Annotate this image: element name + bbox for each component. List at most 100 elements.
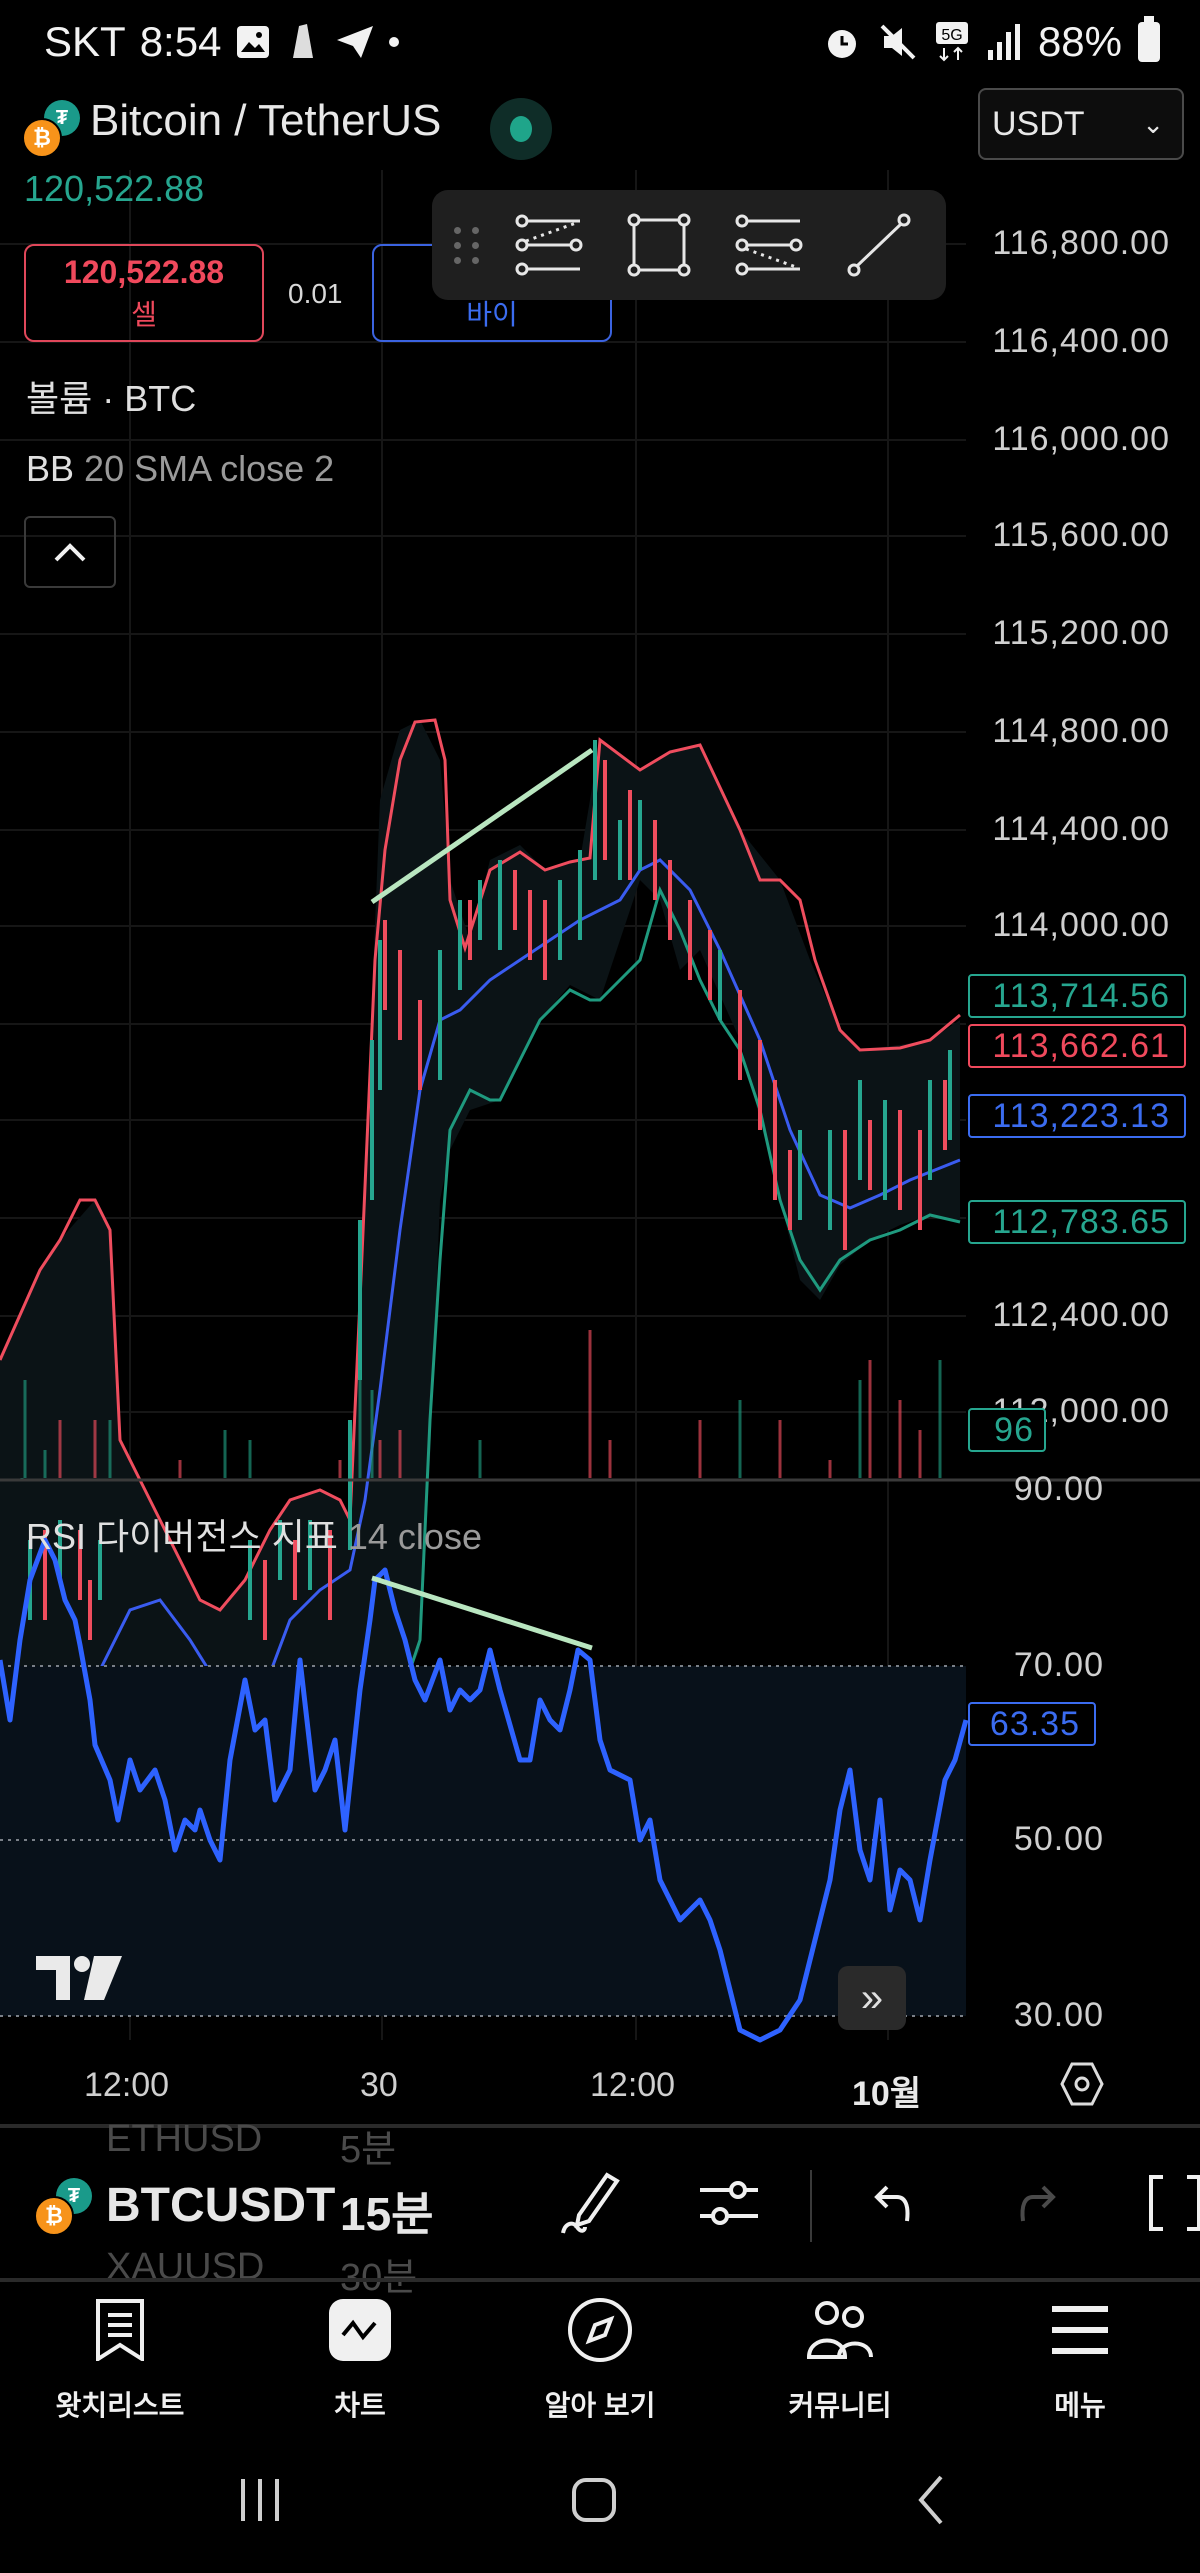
chart-settings-icon[interactable] — [1058, 2060, 1106, 2108]
status-bar: SKT 8:54 5G 88% — [0, 0, 1200, 90]
tab-label: 알아 보기 — [544, 2390, 656, 2421]
bb-legend[interactable]: BB 20 SMA close 2 — [26, 448, 334, 490]
trend-line-icon — [847, 213, 911, 277]
time-axis-label: 12:00 — [590, 2066, 676, 2104]
bb-params: 20 SMA close 2 — [84, 448, 335, 489]
price-axis-label: 112,400.00 — [992, 1296, 1170, 1334]
recent-apps-button[interactable] — [220, 2470, 300, 2530]
chevron-up-icon — [54, 543, 86, 562]
redo-button[interactable] — [1000, 2168, 1070, 2238]
price-divergence-line — [370, 747, 594, 905]
back-icon — [918, 2475, 943, 2525]
bb-name: BB — [26, 448, 75, 489]
price-axis-label: 115,200.00 — [992, 614, 1170, 652]
chevron-down-icon: ⌄ — [1142, 108, 1164, 139]
svg-text:5G: 5G — [941, 27, 962, 44]
sell-price: 120,522.88 — [63, 254, 225, 290]
symbol-logo-small: ₮ ₿ — [34, 2178, 96, 2240]
telegram-icon — [337, 26, 374, 58]
back-button[interactable] — [890, 2470, 970, 2530]
menu-icon — [1052, 2306, 1108, 2354]
tradingview-logo-icon[interactable] — [34, 1954, 124, 2002]
sell-label: 셀 — [131, 299, 157, 330]
divider — [0, 2124, 1200, 2128]
battery-icon — [1138, 16, 1160, 62]
currency-select[interactable]: USDT ⌄ — [978, 88, 1184, 160]
parallel-channel-icon — [735, 214, 803, 276]
price-axis-label: 116,800.00 — [992, 224, 1170, 262]
tab-label: 메뉴 — [1054, 2390, 1106, 2421]
indicators-button[interactable] — [694, 2168, 764, 2238]
symbol-selector[interactable]: BTCUSDT — [106, 2179, 336, 2232]
pencil-icon — [561, 2172, 620, 2234]
volume-legend[interactable]: 볼륨 · BTC — [26, 378, 197, 419]
alarm-icon — [827, 30, 856, 58]
explore-icon — [568, 2298, 632, 2362]
fullscreen-button[interactable] — [1140, 2168, 1200, 2238]
home-icon — [572, 2478, 616, 2522]
rsi-current-tag: 63.35 — [968, 1702, 1096, 1746]
symbol-next[interactable]: XAUUSD — [106, 2246, 265, 2288]
tab-label: 왓치리스트 — [55, 2390, 185, 2421]
shoe-icon — [293, 24, 314, 58]
battery-percent: 88% — [1037, 18, 1122, 65]
recent-apps-icon — [241, 2479, 279, 2521]
spread-value: 0.01 — [288, 278, 343, 309]
bitcoin-icon: ₿ — [34, 2196, 74, 2236]
bb-band-fill — [0, 720, 960, 1730]
tab-label: 커뮤니티 — [788, 2390, 892, 2421]
time-axis-label: 30 — [360, 2066, 398, 2104]
undo-icon — [874, 2185, 910, 2222]
rsi-line — [0, 1537, 969, 2043]
tab-community[interactable]: 커뮤니티 — [740, 2290, 940, 2424]
interval-selector[interactable]: 15분 — [340, 2188, 434, 2240]
signal-icon — [987, 24, 1020, 60]
chart-icon — [329, 2299, 391, 2361]
tab-menu[interactable]: 메뉴 — [980, 2290, 1180, 2424]
price-axis-label: 114,800.00 — [992, 712, 1170, 750]
rsi-divergence-line — [371, 1575, 593, 1651]
tab-chart[interactable]: 차트 — [260, 2290, 460, 2424]
gallery-icon — [237, 26, 270, 58]
bitcoin-icon: ₿ — [22, 118, 62, 158]
bb-lower-tag: 112,783.65 — [968, 1200, 1186, 1244]
time-axis-label: 10월 — [852, 2075, 922, 2113]
dot-icon — [389, 37, 400, 47]
drawing-toolbar — [432, 190, 946, 300]
5g-icon: 5G — [935, 22, 968, 62]
time-axis-label: 12:00 — [84, 2066, 170, 2104]
collapse-legend-button[interactable] — [24, 516, 116, 588]
watchlist-icon — [96, 2299, 144, 2361]
last-price-tag: 113,662.61 — [968, 1024, 1186, 1068]
rsi-axis-label: 50.00 — [1013, 1820, 1104, 1858]
rsi-legend[interactable]: RSI 다이버전스 지표 14 close — [26, 1508, 482, 1560]
redo-icon — [1020, 2185, 1056, 2222]
tab-watchlist[interactable]: 왓치리스트 — [20, 2290, 220, 2424]
interval-prev[interactable]: 5분 — [340, 2129, 397, 2171]
chart-canvas[interactable] — [0, 170, 1200, 2080]
fib-retracement-tool-button[interactable] — [494, 190, 604, 300]
toolbar-divider — [810, 2170, 812, 2242]
trend-line-tool-button[interactable] — [824, 190, 934, 300]
price-axis-label: 115,600.00 — [992, 516, 1170, 554]
rsi-params: 14 close — [347, 1516, 482, 1557]
tether-icon: ₮ — [44, 100, 80, 136]
divider — [0, 2278, 1200, 2282]
tab-label: 차트 — [334, 2390, 386, 2421]
parallel-channel-tool-button[interactable] — [714, 190, 824, 300]
scroll-to-realtime-button[interactable]: » — [838, 1966, 906, 2030]
rsi-name: RSI 다이버전스 지표 — [26, 1516, 338, 1557]
home-button[interactable] — [554, 2470, 634, 2530]
rectangle-tool-button[interactable] — [604, 190, 714, 300]
community-icon — [806, 2301, 873, 2359]
rsi-axis-label: 30.00 — [1013, 1996, 1104, 2034]
tab-explore[interactable]: 알아 보기 — [500, 2290, 700, 2424]
drag-handle-icon[interactable] — [454, 226, 494, 264]
symbol-prev[interactable]: ETHUSD — [106, 2118, 263, 2160]
drawing-tools-button[interactable] — [556, 2168, 626, 2238]
bb-upper-tag: 113,714.56 — [968, 974, 1186, 1018]
pair-title[interactable]: Bitcoin / TetherUS — [90, 96, 442, 145]
undo-button[interactable] — [860, 2168, 930, 2238]
volume-bars — [20, 1330, 942, 1480]
sell-button[interactable]: 120,522.88 셀 — [24, 244, 264, 342]
